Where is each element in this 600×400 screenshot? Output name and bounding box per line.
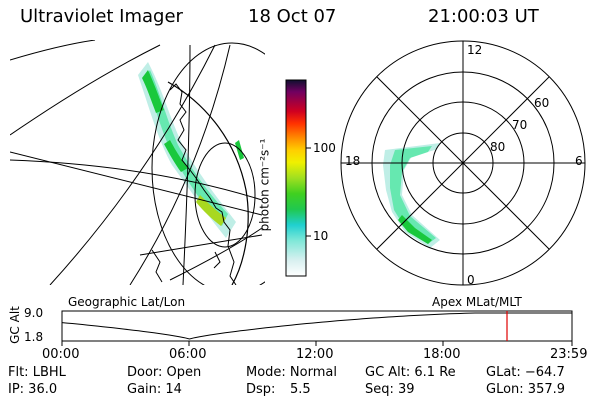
info-dsp-value: 5.5	[290, 382, 311, 397]
info-mode: Mode: Normal	[246, 365, 337, 380]
info-gain: Gain: 14	[127, 382, 182, 397]
altitude-frame	[61, 310, 573, 342]
graticule-line	[139, 234, 263, 256]
geographic-map	[10, 40, 265, 285]
graticule-ellipse	[194, 142, 256, 248]
time-label: 21:00:03 UT	[428, 6, 539, 27]
mlt-meridian-diagonal	[376, 76, 550, 250]
mlat-label-80: 80	[490, 140, 506, 154]
mlt-label-top: 12	[467, 43, 483, 57]
mlt-label-left: 18	[345, 154, 361, 168]
graticule-line	[10, 40, 96, 61]
coastline	[169, 83, 237, 285]
colorbar	[285, 79, 311, 277]
aurora-swath-left	[138, 62, 244, 238]
date-label: 18 Oct 07	[248, 6, 337, 27]
info-filter: Flt: LBHL	[8, 365, 66, 380]
info-dsp-label: Dsp:	[246, 382, 276, 397]
coastline	[213, 251, 221, 269]
colorbar-tick-label-100: 100	[313, 141, 336, 155]
altitude-y-title: GC Alt	[7, 306, 22, 344]
graticule-line	[10, 159, 263, 201]
mlt-label-right: 6	[575, 154, 583, 168]
mlat-label-60: 60	[534, 96, 550, 110]
coastline	[151, 249, 163, 283]
polar-plot	[340, 40, 586, 286]
info-door: Door: Open	[127, 365, 202, 380]
altitude-x-tick-0: 00:00	[42, 347, 80, 362]
graticule-line	[182, 44, 191, 285]
colorbar-gradient	[285, 79, 307, 277]
polar-caption: Apex MLat/MLT	[432, 295, 522, 309]
altitude-curve	[61, 312, 572, 340]
info-gc-alt: GC Alt: 6.1 Re	[365, 365, 456, 380]
info-ip: IP: 36.0	[8, 382, 58, 397]
left-map-caption: Geographic Lat/Lon	[68, 295, 186, 309]
info-glat: GLat: −64.7	[486, 365, 565, 380]
graticule-line	[169, 227, 263, 281]
altitude-x-tick-4: 23:59	[550, 347, 588, 362]
graticule-line	[10, 44, 161, 136]
info-seq: Seq: 39	[365, 382, 415, 397]
altitude-plot	[61, 310, 573, 346]
graticule-ellipse	[151, 42, 265, 285]
colorbar-unit-label: photon cm⁻²s⁻¹	[257, 138, 272, 232]
altitude-x-tick-1: 06:00	[169, 347, 207, 362]
aurora-swath-polar	[383, 143, 440, 248]
instrument-title: Ultraviolet Imager	[20, 6, 183, 27]
earth-limb	[167, 81, 249, 285]
info-glon: GLon: 357.9	[486, 382, 566, 397]
colorbar-tick-label-10: 10	[313, 229, 329, 243]
altitude-x-tick-3: 18:00	[423, 347, 461, 362]
graticule-line	[49, 44, 216, 285]
altitude-y-tick-max: 9.0	[24, 306, 44, 320]
mlat-label-70: 70	[512, 118, 528, 132]
altitude-y-tick-min: 1.8	[24, 330, 44, 344]
altitude-x-tick-2: 12:00	[296, 347, 334, 362]
mlt-label-bottom: 0	[467, 273, 475, 287]
